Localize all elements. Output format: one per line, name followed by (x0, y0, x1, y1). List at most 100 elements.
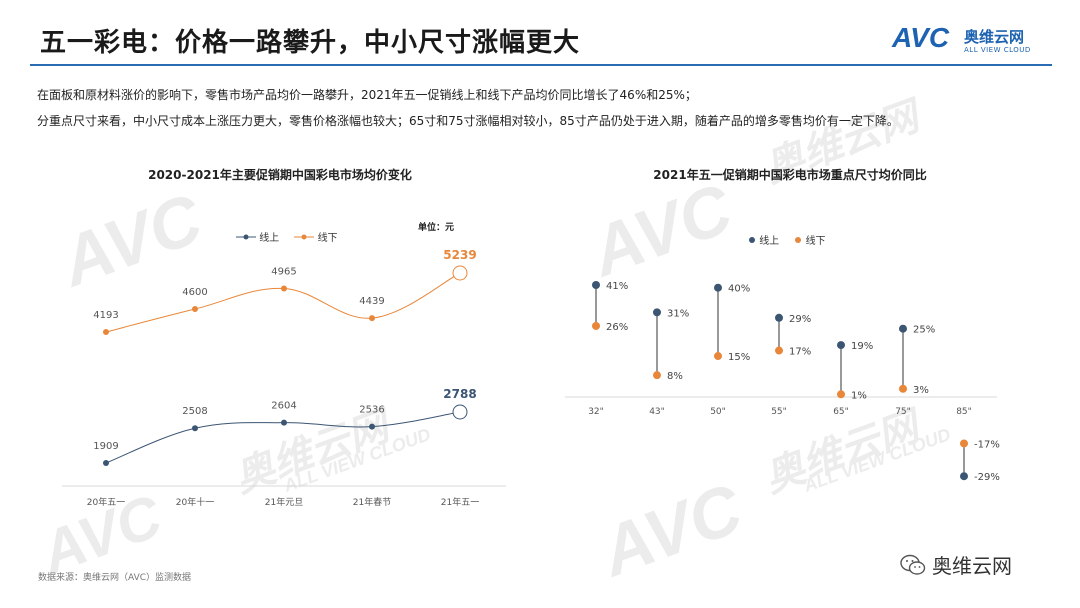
chart2-title: 2021年五一促销期中国彩电市场重点尺寸均价同比 (653, 168, 927, 182)
chart2-label-online: 25% (913, 325, 935, 336)
legend2-marker-online (749, 237, 755, 243)
chart1-line-online (105, 411, 461, 464)
chart1-label-offline: 5239 (443, 248, 476, 262)
chart1-x-tick: 21年五一 (441, 496, 479, 508)
chart1-label-offline: 4965 (271, 266, 296, 277)
chart2-point-offline (592, 321, 600, 330)
watermark-cn-2: 奥维云网 (758, 404, 925, 501)
legend-item-online: 线上 (236, 229, 279, 244)
chart1-x-tick: 21年元旦 (265, 496, 303, 508)
chart1-point-online (281, 419, 287, 426)
chart2-label-offline: 1% (851, 390, 867, 401)
chart2-point-online (960, 472, 968, 481)
chart1-point-online (103, 460, 109, 466)
chart1-label-offline: 4193 (93, 310, 118, 321)
chart1-point-offline (281, 285, 287, 292)
legend-marker-offline (294, 234, 315, 240)
chart2-x-tick: 32" (588, 407, 604, 417)
logo-mark: AVC (892, 22, 950, 53)
wechat-icon (900, 554, 926, 575)
chart1-point-offline (103, 329, 109, 335)
chart2-point-online (775, 313, 783, 322)
chart2-label-offline: 3% (913, 385, 929, 396)
intro-line-2: 分重点尺寸来看，中小尺寸成本上涨压力更大，零售价格涨幅也较大；65寸和75寸涨幅… (37, 114, 899, 128)
chart1-point-offline (452, 265, 468, 281)
chart1-x-tick: 20年十一 (176, 496, 214, 508)
wechat-label: 奥维云网 (932, 554, 1012, 578)
wechat-account: 奥维云网 (900, 550, 1012, 579)
chart1-label-online: 2508 (182, 406, 207, 417)
intro-line-1: 在面板和原材料涨价的影响下，零售市场产品均价一路攀升，2021年五一促销线上和线… (37, 88, 697, 102)
legend2-item-online: 线上 (748, 232, 779, 247)
chart2-point-online (837, 341, 845, 350)
chart2-label-online: 31% (667, 308, 689, 319)
chart2-point-online (714, 283, 722, 292)
avc-logo: AVC 奥维云网 ALL VIEW CLOUD (892, 22, 1062, 58)
chart2-label-online: 29% (789, 314, 811, 325)
header-divider (30, 64, 1052, 66)
chart1-point-offline (192, 306, 198, 313)
chart2-point-offline (714, 352, 722, 361)
legend2-label-online: 线上 (759, 236, 780, 247)
chart1-label-online: 2536 (359, 405, 384, 416)
chart2-label-online: 40% (728, 284, 750, 295)
chart2-point-offline (960, 439, 968, 448)
watermark-avc-2: AVC (580, 168, 742, 292)
chart1-label-online: 2788 (443, 387, 476, 401)
chart2-label-online: 41% (606, 281, 628, 292)
watermark-avc-1: AVC (50, 178, 212, 302)
watermark-en-2: ALL VIEW CLOUD (801, 424, 954, 496)
watermark-cn-1: 奥维云网 (228, 404, 395, 501)
chart2-label-online: -29% (974, 472, 1000, 483)
chart1-label-offline: 4600 (182, 287, 207, 298)
chart1-label-online: 1909 (93, 441, 118, 452)
chart2-x-tick: 43" (649, 407, 665, 417)
chart2-point-offline (899, 384, 907, 393)
page-header: 五一彩电：价格一路攀升，中小尺寸涨幅更大 AVC 奥维云网 ALL VIEW C… (0, 0, 1080, 70)
logo-en: ALL VIEW CLOUD (964, 46, 1031, 54)
intro-text: 在面板和原材料涨价的影响下，零售市场产品均价一路攀升，2021年五一促销线上和线… (37, 82, 1047, 134)
chart2-label-offline: 26% (606, 322, 628, 333)
chart2-x-tick: 65" (833, 407, 849, 417)
chart2-x-tick: 75" (895, 407, 911, 417)
legend-label-offline: 线下 (317, 233, 338, 244)
chart2-legend: 线上 线下 (748, 232, 838, 247)
legend2-marker-offline (795, 237, 802, 243)
chart2-label-offline: 8% (667, 371, 683, 382)
legend-item-offline: 线下 (294, 229, 338, 244)
chart2-point-offline (837, 390, 845, 399)
chart1-point-offline (369, 315, 375, 322)
legend-label-online: 线上 (259, 233, 280, 244)
chart2-x-tick: 85" (956, 407, 972, 417)
chart1-point-online (369, 423, 375, 430)
chart2-x-tick: 50" (710, 407, 726, 417)
legend2-item-offline: 线下 (794, 232, 826, 247)
chart1-unit: 单位：元 (418, 223, 455, 233)
chart1-x-tick: 21年春节 (353, 496, 391, 508)
chart2-label-offline: -17% (974, 439, 1000, 450)
page-title: 五一彩电：价格一路攀升，中小尺寸涨幅更大 (40, 28, 581, 58)
chart2-point-online (592, 281, 600, 289)
logo-cn: 奥维云网 (964, 28, 1025, 46)
chart1-title: 2020-2021年主要促销期中国彩电市场均价变化 (148, 168, 412, 182)
chart1-point-online (452, 404, 468, 420)
chart1-x-tick: 20年五一 (87, 496, 125, 508)
chart1-legend: 线上 线下 (236, 229, 350, 244)
chart1-label-offline: 4439 (359, 296, 384, 307)
legend2-label-offline: 线下 (805, 236, 826, 247)
chart2-point-online (899, 324, 907, 333)
chart2-label-online: 19% (851, 341, 873, 352)
legend-marker-online (236, 234, 256, 240)
chart2-point-offline (775, 346, 783, 355)
chart2-point-online (653, 308, 661, 317)
data-source-note: 数据来源：奥维云网（AVC）监测数据 (38, 573, 192, 583)
chart2-point-offline (653, 371, 661, 380)
chart1-point-online (192, 425, 198, 432)
watermark-avc-3: AVC (590, 468, 752, 592)
chart1-label-online: 2604 (271, 401, 296, 412)
chart1-line-offline (105, 272, 461, 333)
chart2-x-tick: 55" (771, 407, 787, 417)
chart2-label-offline: 15% (728, 352, 750, 363)
chart2-label-offline: 17% (789, 347, 811, 358)
watermark-en-1: ALL VIEW CLOUD (281, 424, 434, 496)
